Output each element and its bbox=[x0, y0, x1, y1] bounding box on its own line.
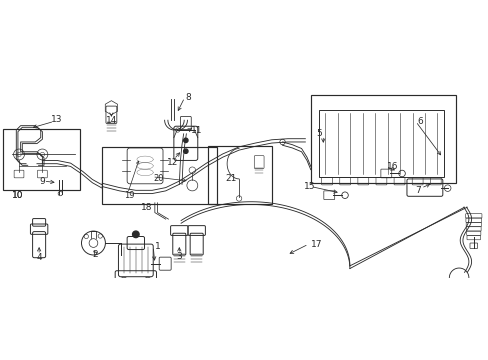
Text: 11: 11 bbox=[191, 126, 203, 135]
Bar bbox=[207, 146, 271, 204]
Text: 1: 1 bbox=[155, 242, 160, 251]
Text: 10: 10 bbox=[12, 191, 23, 200]
Circle shape bbox=[132, 231, 139, 238]
Text: 9: 9 bbox=[39, 177, 45, 186]
Text: 4: 4 bbox=[36, 253, 42, 262]
Text: 15: 15 bbox=[304, 182, 315, 191]
Text: 10: 10 bbox=[12, 191, 23, 200]
Text: 3: 3 bbox=[176, 252, 182, 261]
Text: 8: 8 bbox=[185, 93, 191, 102]
Text: 19: 19 bbox=[123, 191, 134, 200]
Bar bbox=[310, 95, 455, 183]
Text: 13: 13 bbox=[51, 114, 62, 123]
Text: 21: 21 bbox=[225, 174, 236, 183]
Circle shape bbox=[183, 138, 187, 143]
Text: 18: 18 bbox=[141, 203, 152, 212]
Bar bbox=[3, 129, 80, 190]
Text: 5: 5 bbox=[316, 129, 321, 138]
Text: 17: 17 bbox=[310, 240, 322, 249]
Text: 6: 6 bbox=[416, 117, 422, 126]
Text: 7: 7 bbox=[415, 186, 421, 195]
Bar bbox=[102, 147, 217, 204]
Text: 16: 16 bbox=[386, 162, 398, 171]
Text: 14: 14 bbox=[105, 116, 117, 125]
Circle shape bbox=[183, 149, 187, 153]
Text: 2: 2 bbox=[92, 251, 98, 260]
Text: 12: 12 bbox=[167, 158, 178, 167]
Text: 20: 20 bbox=[153, 174, 163, 183]
